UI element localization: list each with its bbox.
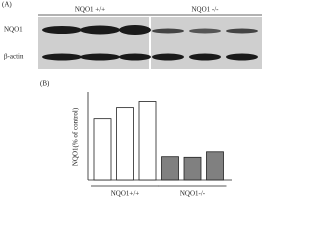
y-axis-label: NQO1(% of control): [72, 107, 80, 166]
group-label: NQO1+/+: [111, 190, 140, 198]
bar: [93, 118, 112, 181]
panel-label: (A): [2, 1, 12, 9]
figure: (A) NQO1 +/+ NQO1 -/- NQO1 β-actin (B) N…: [2, 1, 262, 198]
bar: [183, 156, 202, 181]
group-label: NQO1 +/+: [75, 6, 105, 14]
group-label: NQO1 -/-: [191, 6, 219, 14]
panel-label: (B): [40, 80, 50, 88]
group-label: NQO1-/-: [180, 190, 206, 198]
blot-bands: [42, 25, 258, 61]
row-label: NQO1: [4, 26, 23, 34]
bar: [116, 107, 134, 181]
bar: [206, 151, 224, 181]
row-label: β-actin: [4, 53, 24, 61]
bar: [138, 101, 157, 181]
bar: [161, 156, 179, 181]
